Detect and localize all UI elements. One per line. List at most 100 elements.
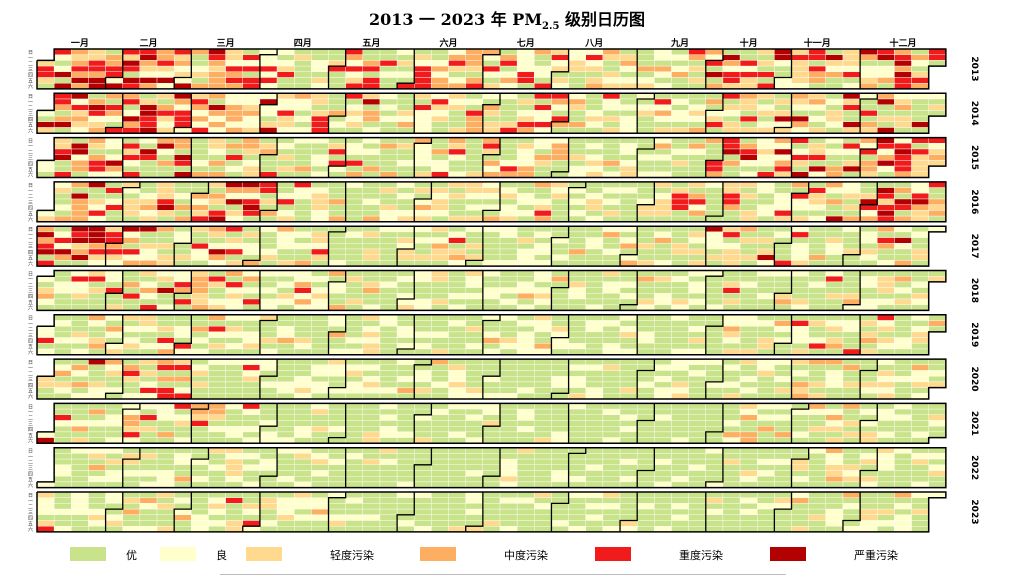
day-cell [345, 481, 364, 488]
day-cell [259, 304, 278, 311]
day-cell [242, 497, 261, 504]
day-cell [431, 331, 449, 338]
day-cell [362, 387, 381, 394]
day-cell [465, 281, 484, 288]
month-boundary [790, 181, 810, 222]
day-cell [139, 393, 158, 400]
day-cell [842, 508, 861, 516]
day-cell [791, 376, 809, 383]
day-cell [791, 348, 809, 355]
day-cell [379, 148, 398, 155]
day-cell [688, 453, 706, 460]
day-cell [345, 431, 364, 438]
day-cell [276, 204, 295, 211]
day-cell [808, 343, 827, 350]
day-cell [877, 276, 895, 283]
day-cell [122, 171, 141, 178]
day-cell [722, 420, 741, 427]
day-cell [859, 358, 878, 366]
day-cell [671, 270, 689, 277]
day-cell [482, 326, 501, 333]
day-cell [208, 304, 226, 311]
day-cell [619, 326, 638, 333]
day-cell [842, 337, 861, 344]
day-cell [191, 270, 209, 277]
day-cell [825, 387, 844, 394]
day-cell [894, 458, 912, 466]
day-cell [88, 148, 106, 155]
day-cell [551, 453, 569, 460]
day-cell [36, 243, 55, 250]
day-cell [739, 187, 758, 194]
day-cell [242, 154, 261, 161]
day-cell [156, 370, 175, 377]
day-cell [516, 248, 535, 255]
day-cell [739, 470, 758, 477]
day-cell [191, 248, 209, 255]
day-cell [482, 387, 501, 394]
day-cell [705, 181, 724, 188]
day-cell [671, 464, 689, 471]
day-cell [499, 314, 518, 321]
day-cell [894, 215, 912, 223]
day-cell [259, 337, 278, 344]
day-cell [345, 104, 364, 111]
day-cell [88, 210, 106, 217]
day-cell [842, 358, 861, 366]
day-cell [757, 464, 775, 471]
day-cell [379, 71, 398, 78]
day-cell [71, 348, 89, 355]
day-cell [156, 215, 175, 223]
day-cell [242, 121, 261, 128]
day-cell [842, 408, 861, 416]
day-cell [242, 420, 261, 427]
day-cell [88, 431, 106, 438]
day-cell [259, 231, 278, 238]
day-cell [911, 287, 929, 294]
day-cell [396, 82, 415, 90]
day-cell [705, 231, 724, 238]
day-cell [688, 481, 706, 488]
weekday-label: 三 [28, 156, 33, 162]
day-cell [362, 65, 381, 72]
day-cell [191, 381, 209, 388]
day-cell [722, 48, 741, 55]
day-cell [808, 431, 827, 438]
day-cell [173, 187, 192, 194]
month-boundary [259, 359, 278, 399]
day-cell [568, 82, 586, 90]
day-cell [859, 60, 878, 67]
day-cell [225, 71, 243, 78]
day-cell [859, 348, 878, 355]
day-cell [859, 314, 878, 321]
day-cell [311, 237, 329, 244]
day-cell [551, 171, 569, 178]
day-cell [757, 181, 775, 188]
day-cell [191, 491, 209, 498]
day-cell [894, 348, 912, 355]
day-cell [294, 93, 312, 100]
day-cell [71, 381, 89, 388]
day-cell [311, 181, 329, 188]
day-cell [122, 387, 141, 394]
day-cell [842, 426, 861, 433]
day-cell [379, 320, 398, 327]
day-cell [53, 491, 72, 498]
day-cell [311, 514, 329, 521]
day-cell [808, 121, 827, 128]
day-cell [53, 248, 72, 255]
day-cell [842, 121, 861, 128]
day-cell [431, 320, 449, 327]
day-cell [585, 370, 604, 377]
day-cell [688, 281, 706, 288]
day-cell [671, 281, 689, 288]
day-cell [362, 198, 381, 205]
day-cell [534, 298, 552, 305]
day-cell [122, 458, 141, 466]
day-cell [122, 237, 141, 244]
day-cell [465, 48, 484, 55]
day-cell [499, 171, 518, 178]
year-outline [36, 402, 947, 445]
